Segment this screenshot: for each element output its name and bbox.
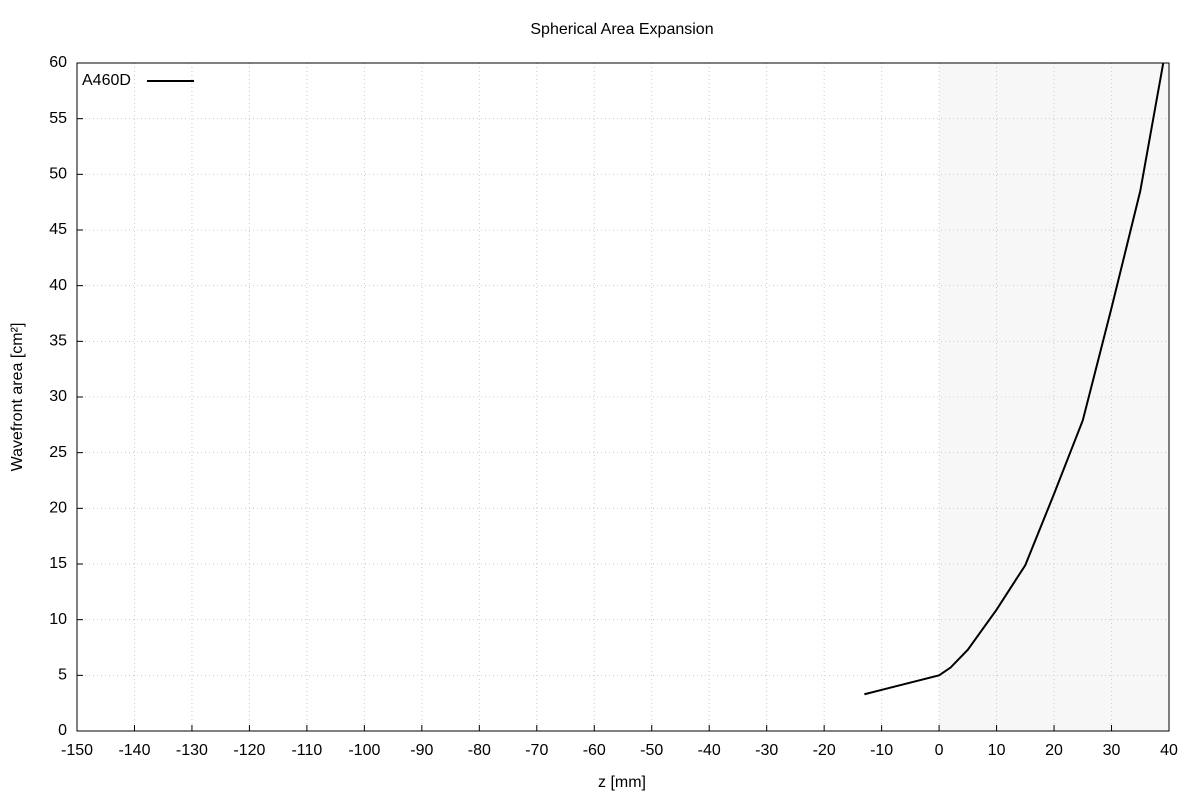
x-tick-label: -20 [813, 742, 836, 759]
x-tick-label: 10 [988, 742, 1006, 759]
x-tick-label: -40 [698, 742, 721, 759]
x-tick-label: -150 [61, 742, 93, 759]
x-tick-label: 30 [1103, 742, 1121, 759]
plot-frame [76, 62, 1170, 732]
y-tick-label: 55 [49, 110, 67, 127]
x-tick-label: -100 [348, 742, 380, 759]
x-tick-label: -120 [233, 742, 265, 759]
x-tick-label: -130 [176, 742, 208, 759]
x-tick-label: -140 [118, 742, 150, 759]
x-tick-label: -90 [410, 742, 433, 759]
x-tick-label: -70 [525, 742, 548, 759]
x-tick-label: -50 [640, 742, 663, 759]
y-tick-label: 20 [49, 500, 67, 517]
y-tick-label: 15 [49, 555, 67, 572]
y-tick-label: 60 [49, 54, 67, 71]
chart-title: Spherical Area Expansion [530, 21, 713, 38]
x-tick-label: 0 [935, 742, 944, 759]
y-tick-label: 25 [49, 444, 67, 461]
x-axis-label: z [mm] [598, 774, 646, 791]
x-tick-label: 20 [1045, 742, 1063, 759]
y-tick-label: 35 [49, 333, 67, 350]
legend-label: A460D [82, 72, 131, 89]
x-tick-label: -60 [583, 742, 606, 759]
x-tick-label: -80 [468, 742, 491, 759]
y-tick-label: 30 [49, 388, 67, 405]
y-tick-label: 50 [49, 166, 67, 183]
y-tick-label: 5 [58, 667, 67, 684]
y-tick-label: 45 [49, 221, 67, 238]
x-tick-label: -10 [870, 742, 893, 759]
y-axis-label: Wavefront area [cm²] [9, 323, 26, 472]
x-tick-label: -110 [291, 742, 322, 759]
y-tick-label: 40 [49, 277, 67, 294]
x-tick-label: -30 [755, 742, 778, 759]
y-tick-label: 10 [49, 611, 67, 628]
data-line [864, 62, 1165, 696]
x-tick-label: 40 [1160, 742, 1178, 759]
y-tick-label: 0 [58, 722, 67, 739]
